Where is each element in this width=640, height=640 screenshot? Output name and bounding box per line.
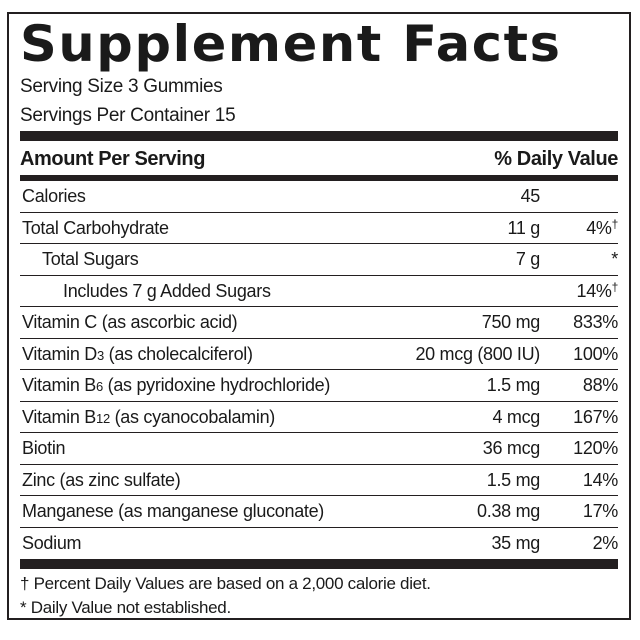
nutrient-name-detail: (as pyridoxine hydrochloride) [102,375,331,395]
daily-value-text: 120% [573,438,618,458]
nutrient-amount: 20 mcg (800 IU) [415,343,540,364]
nutrient-name: Total Carbohydrate [22,213,169,245]
thick-divider [20,131,618,141]
nutrient-daily-value: 17% [583,496,618,527]
nutrient-name: Calories [22,181,86,213]
nutrient-name-text: Total Carbohydrate [22,217,169,238]
nutrient-name-text: Vitamin D [22,343,97,364]
nutrient-amount: 1.5 mg [486,469,541,490]
nutrient-name-text: Vitamin B [22,375,97,395]
nutrient-name: Vitamin B6 (as pyridoxine hydrochloride) [22,370,330,402]
nutrient-name: Vitamin D3 (as cholecalciferol) [22,339,253,371]
nutrient-name: Vitamin C (as ascorbic acid) [22,307,238,339]
nutrient-name: Sodium [22,528,82,560]
nutrient-subscript: 3 [97,347,104,363]
nutrient-daily-value: 100% [573,339,618,370]
daily-value-text: 2% [592,532,619,553]
nutrient-row: Includes 7 g Added Sugars 14%† [20,276,618,308]
nutrient-name: Total Sugars [42,244,139,276]
nutrient-amount: 36 mcg [482,438,541,458]
nutrient-amount: 4 mcg [492,406,540,427]
nutrient-daily-value: 2% [592,528,619,559]
nutrient-name-text: Biotin [22,438,66,458]
footnote-mark: † [611,279,619,294]
nutrient-amount: 45 [520,186,541,206]
servings-per-container: Servings Per Container 15 [20,105,236,126]
thick-divider [20,559,618,569]
footnote: † Percent Daily Values are based on a 2,… [20,574,431,593]
nutrient-name-text: Zinc (as zinc sulfate) [22,469,181,490]
nutrient-name-text: Vitamin B [22,406,97,427]
nutrient-row: Calories 45 [20,181,618,213]
nutrient-amount: 750 mg [481,312,541,332]
supplement-facts-panel: Supplement Facts Serving Size 3 Gummies … [7,12,631,620]
daily-value-text: * [611,249,618,269]
daily-value-text: 167% [573,406,618,427]
nutrient-daily-value: 167% [573,402,618,433]
nutrient-name: Zinc (as zinc sulfate) [22,465,181,497]
nutrient-name-text: Manganese (as manganese gluconate) [22,501,325,521]
nutrient-daily-value: 14%† [576,276,618,307]
daily-value-text: 14% [582,469,618,490]
nutrient-name-text: Includes 7 g Added Sugars [63,280,271,301]
nutrient-row: Manganese (as manganese gluconate) 0.38 m… [20,496,618,528]
nutrient-row: Vitamin B6 (as pyridoxine hydrochloride)… [20,370,618,402]
nutrient-row: Biotin 36 mcg 120% [20,433,618,465]
nutrient-row: Total Carbohydrate 11 g 4%† [20,213,618,245]
nutrient-daily-value: 88% [583,370,618,401]
nutrient-amount: 35 mg [491,532,540,553]
daily-value-text: 88% [582,375,618,395]
nutrient-amount: 0.38 mg [477,501,540,521]
daily-value-header: % Daily Value [494,148,618,170]
nutrient-name: Includes 7 g Added Sugars [63,276,271,308]
nutrient-name: Vitamin B12 (as cyanocobalamin) [22,402,275,434]
nutrient-row: Vitamin D3 (as cholecalciferol) 20 mcg (8… [20,339,618,371]
daily-value-text: 4% [586,217,612,238]
nutrient-name-detail: (as cholecalciferol) [103,343,253,364]
nutrient-name-detail: (as cyanocobalamin) [109,406,276,427]
nutrient-name-text: Calories [22,186,86,206]
nutrient-rows: Calories 45 Total Carbohydrate 11 g 4%† Total… [20,181,618,559]
nutrient-subscript: 6 [96,379,103,394]
amount-per-serving-header: Amount Per Serving [20,148,206,170]
daily-value-text: 100% [573,343,618,364]
medium-divider [20,175,618,181]
nutrient-row: Vitamin B12 (as cyanocobalamin) 4 mcg 167% [20,402,618,434]
nutrient-amount: 11 g [507,217,541,238]
nutrient-name-text: Vitamin C (as ascorbic acid) [22,312,238,332]
nutrient-name: Biotin [22,433,66,465]
table-header: Amount Per Serving % Daily Value [20,141,618,175]
nutrient-subscript: 12 [96,410,110,426]
nutrient-name: Manganese (as manganese gluconate) [22,496,324,528]
daily-value-text: 833% [573,312,618,332]
nutrient-daily-value: 4%† [586,213,618,244]
nutrient-row: Vitamin C (as ascorbic acid) 750 mg 833% [20,307,618,339]
serving-size: Serving Size 3 Gummies [20,76,223,97]
nutrient-row: Sodium 35 mg 2% [20,528,618,560]
nutrient-amount: 7 g [515,249,540,269]
footnotes: † Percent Daily Values are based on a 2,… [20,572,618,620]
nutrient-row: Total Sugars 7 g * [20,244,618,276]
nutrient-row: Zinc (as zinc sulfate) 1.5 mg 14% [20,465,618,497]
nutrient-daily-value: 833% [573,307,618,338]
nutrient-name-text: Sodium [22,532,82,553]
daily-value-text: 17% [582,501,618,521]
footnote-mark: † [611,216,619,231]
daily-value-text: 14% [576,280,612,301]
nutrient-daily-value: 14% [583,465,618,496]
panel-title: Supplement Facts [20,15,562,73]
footnote: * Daily Value not established. [20,598,231,617]
nutrient-daily-value: 120% [573,433,618,464]
nutrient-daily-value: * [611,244,618,275]
nutrient-name-text: Total Sugars [42,249,139,269]
nutrient-amount: 1.5 mg [486,375,541,395]
